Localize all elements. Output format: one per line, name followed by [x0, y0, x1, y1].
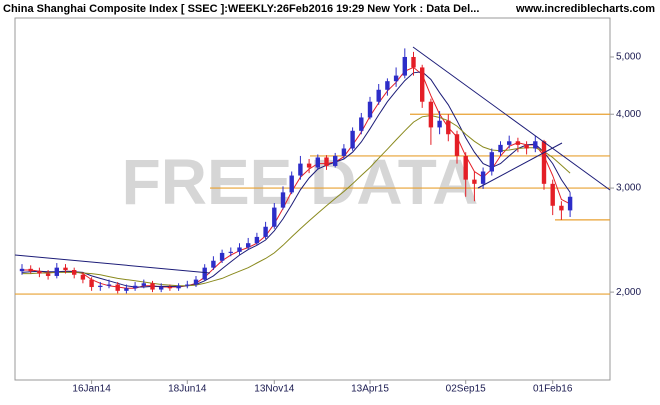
candle-body: [437, 120, 442, 128]
candle-body: [80, 274, 86, 280]
x-tick-label: 18Jun14: [168, 384, 207, 395]
candle-body: [350, 130, 355, 149]
x-tick-label: 16Jan14: [72, 384, 111, 395]
candle-body: [141, 283, 146, 286]
candle-body: [567, 196, 573, 211]
candle-body: [176, 285, 181, 289]
candle-body: [106, 284, 112, 286]
candle-body: [454, 134, 460, 156]
plot-frame: [14, 17, 611, 381]
candle-body: [524, 144, 529, 149]
candle-body: [237, 247, 242, 252]
candle-body: [359, 117, 364, 131]
candle-body: [124, 288, 129, 291]
candle-body: [411, 56, 416, 68]
candle-body: [63, 267, 68, 270]
y-tick-label: 4,000: [616, 109, 641, 120]
moving-average: [21, 71, 571, 288]
candle-body: [507, 141, 512, 145]
candle-body: [376, 89, 381, 102]
candle-body: [254, 236, 260, 244]
candle-body: [185, 284, 190, 286]
candle-body: [150, 283, 155, 290]
moving-average: [22, 66, 571, 289]
candle-body: [385, 81, 390, 90]
source: www.incrediblecharts.com: [515, 3, 655, 15]
candle-body: [480, 171, 486, 184]
candle-body: [289, 175, 294, 193]
candle-body: [550, 183, 555, 206]
candle-body: [315, 157, 320, 168]
candle-body: [367, 101, 373, 118]
candle-body: [37, 271, 42, 274]
y-tick-label: 2,000: [616, 287, 641, 298]
candle-body: [89, 279, 94, 288]
candle-body: [193, 279, 199, 285]
chart-title: China Shanghai Composite Index [ SSEC ]:…: [3, 3, 479, 15]
candle-body: [533, 141, 538, 149]
x-tick-label: 01Feb16: [533, 384, 573, 395]
candle-body: [211, 260, 216, 268]
candle-body: [159, 287, 164, 290]
candle-body: [472, 179, 477, 184]
candle-body: [115, 284, 120, 291]
candle-body: [72, 269, 77, 275]
candle-body: [420, 67, 425, 102]
candle-body: [341, 148, 347, 156]
y-tick-label: 3,000: [616, 183, 641, 194]
candle-body: [98, 285, 103, 288]
candle-body: [132, 285, 138, 289]
candle-body: [228, 251, 233, 253]
candle-body: [393, 75, 399, 82]
x-tick-label: 13Apr15: [351, 384, 389, 395]
trend-line: [14, 254, 211, 274]
x-tick-label: 02Sep15: [446, 384, 486, 395]
candle-body: [202, 267, 207, 280]
candle-body: [324, 157, 329, 166]
candle-body: [272, 207, 277, 227]
candle-body: [28, 268, 33, 272]
candle-body: [489, 152, 494, 172]
candle-body: [541, 141, 547, 184]
candle-body: [246, 243, 251, 248]
candle-body: [463, 155, 468, 180]
candle-body: [280, 192, 286, 208]
candle-body: [498, 144, 503, 153]
candle-body: [306, 163, 312, 168]
candle-body: [298, 163, 303, 176]
trend-line: [477, 142, 563, 189]
candle-body: [45, 273, 51, 276]
candle-body: [54, 267, 59, 276]
candle-body: [333, 155, 338, 166]
x-tick-label: 13Nov14: [254, 384, 294, 395]
candle-body: [263, 226, 268, 237]
candle-body: [167, 287, 173, 289]
candle-body: [402, 56, 407, 76]
candle-body: [19, 268, 25, 272]
candle-body: [559, 205, 564, 211]
y-tick-label: 5,000: [616, 52, 641, 63]
candle-body: [515, 141, 521, 145]
moving-average: [22, 114, 571, 287]
candle-body: [428, 101, 434, 128]
candle-body: [446, 120, 451, 135]
candle-body: [219, 252, 225, 261]
trend-line: [412, 46, 611, 191]
